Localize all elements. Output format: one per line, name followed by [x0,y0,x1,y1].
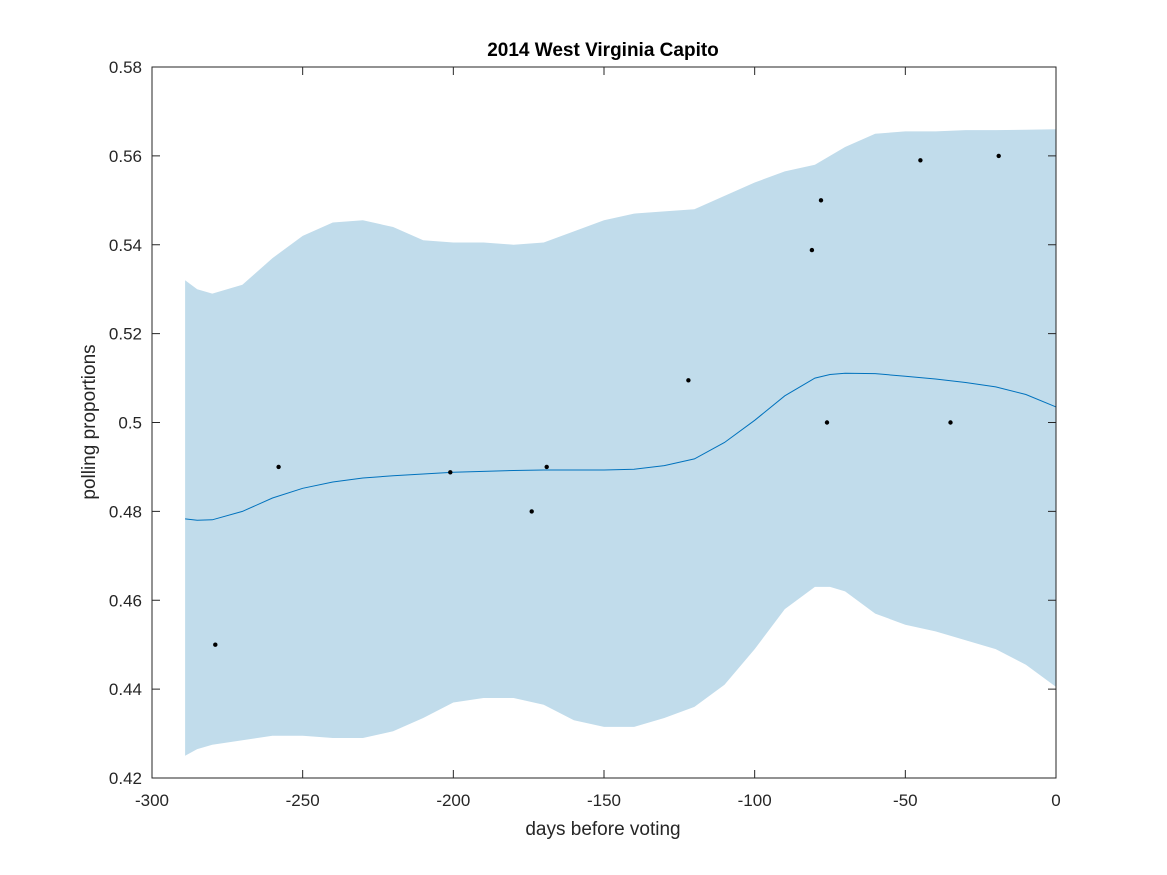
x-tick-label: -100 [738,791,772,810]
y-tick-label: 0.48 [109,502,142,521]
data-point-8 [818,198,824,203]
x-axis-label: days before voting [525,819,680,840]
axes [151,66,1057,779]
chart-title: 2014 West Virginia Capito [487,40,719,61]
x-tick-label: -300 [135,791,169,810]
x-tick-label: -50 [893,791,918,810]
data-point-11 [948,420,953,425]
confidence-band [185,129,1057,756]
mean-line [185,372,1057,521]
x-tick-label: 0 [1051,791,1060,810]
y-tick-label: 0.56 [109,147,142,166]
y-tick-label: 0.46 [109,591,142,610]
plot-area [185,129,1057,756]
y-tick-label: 0.44 [109,680,142,699]
data-point-4 [529,509,534,514]
y-tick-label: 0.5 [118,414,142,433]
data-point-6 [686,378,691,383]
y-tick-label: 0.58 [109,58,142,77]
data-point-3 [448,470,453,475]
tick-labels: -300 -250 -200 -150 -100 -50 0 0.42 0.44 0.46 0.48… [109,58,1061,810]
data-point-1 [213,642,218,647]
data-point-7 [809,247,815,253]
data-point-5 [544,464,549,470]
data-point-10 [918,158,923,163]
x-tick-label: -200 [436,791,470,810]
y-tick-label: 0.52 [109,325,142,344]
y-axis-label: polling proportions [79,344,100,499]
data-point-9 [824,420,830,425]
y-tick-label: 0.42 [109,769,142,788]
y-tick-label: 0.54 [109,236,142,255]
x-tick-label: -150 [587,791,621,810]
data-point-12 [996,153,1001,159]
x-tick-label: -250 [286,791,320,810]
data-point-2 [276,464,281,470]
